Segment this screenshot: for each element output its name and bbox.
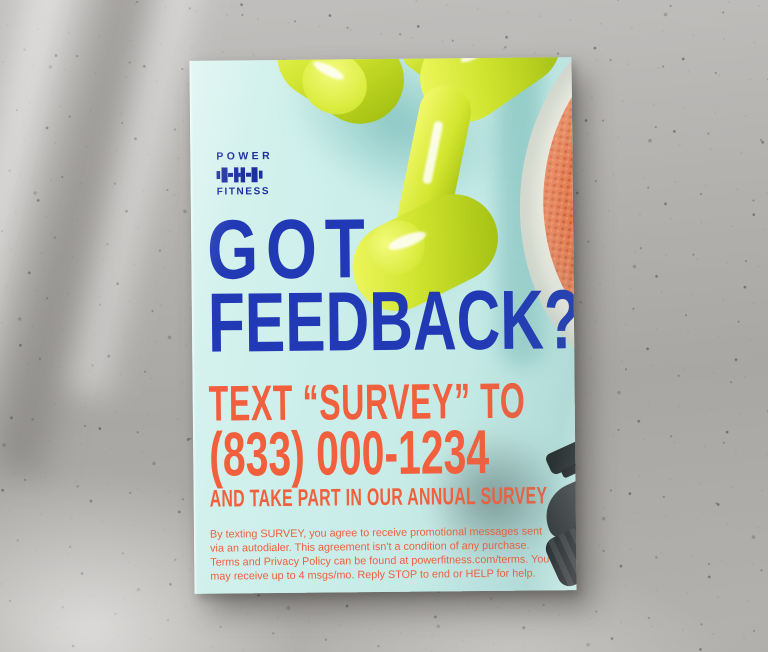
cta-subline: AND TAKE PART IN OUR ANNUAL SURVEY — [209, 482, 548, 513]
brand-logo: POWER FITNESS — [216, 150, 274, 198]
dumbbell-icon — [216, 166, 263, 183]
logo-fitness-label: FITNESS — [216, 185, 271, 198]
logo-power-label: POWER — [216, 150, 274, 163]
phone-number: (833) 000-1234 — [208, 417, 490, 490]
headline-line2: FEEDBACK? — [207, 272, 577, 370]
flyer-poster: POWER FITNESS GOT FEEDBACK? TEXT “SURVEY… — [189, 57, 577, 594]
disclaimer: By texting SURVEY, you agree to receive … — [210, 524, 550, 583]
